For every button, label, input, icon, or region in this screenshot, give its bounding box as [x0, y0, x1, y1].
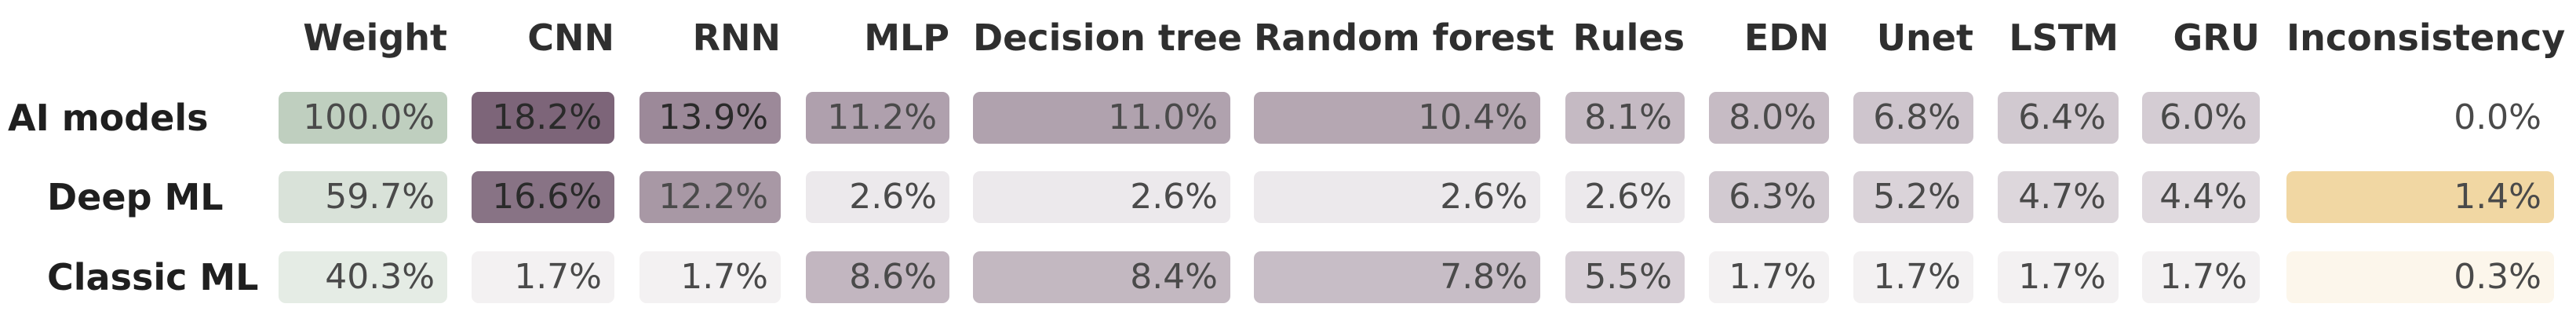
column-header-unet: Unet: [1876, 16, 1973, 59]
cell-classic-ml-cnn: 1.7%: [472, 251, 614, 303]
row-label-deep-ml: Deep ML: [47, 176, 224, 218]
cell-ai-models-edn: 8.0%: [1709, 92, 1829, 144]
cell-ai-models-gru: 6.0%: [2142, 92, 2260, 144]
cell-classic-ml-mlp: 8.6%: [806, 251, 949, 303]
cell-classic-ml-edn: 1.7%: [1709, 251, 1829, 303]
cell-ai-models-lstm: 6.4%: [1998, 92, 2119, 144]
column-header-gru: GRU: [2173, 16, 2260, 59]
column-header-rnn: RNN: [692, 16, 781, 59]
cell-deep-ml-edn: 6.3%: [1709, 171, 1829, 223]
cell-ai-models-cnn: 18.2%: [472, 92, 614, 144]
cell-deep-ml-rules: 2.6%: [1565, 171, 1685, 223]
cell-deep-ml-inconsistency: 1.4%: [2286, 171, 2554, 223]
cell-deep-ml-gru: 4.4%: [2142, 171, 2260, 223]
cell-ai-models-random-forest: 10.4%: [1254, 92, 1540, 144]
cell-deep-ml-random-forest: 2.6%: [1254, 171, 1540, 223]
cell-classic-ml-rnn: 1.7%: [639, 251, 781, 303]
cell-ai-models-inconsistency: 0.0%: [2286, 92, 2554, 144]
column-header-rules: Rules: [1572, 16, 1685, 59]
cell-classic-ml-decision-tree: 8.4%: [973, 251, 1230, 303]
cell-deep-ml-mlp: 2.6%: [806, 171, 949, 223]
cell-ai-models-rnn: 13.9%: [639, 92, 781, 144]
column-header-random-forest: Random forest: [1254, 16, 1554, 59]
cell-deep-ml-rnn: 12.2%: [639, 171, 781, 223]
cell-classic-ml-gru: 1.7%: [2142, 251, 2260, 303]
row-label-classic-ml: Classic ML: [47, 256, 259, 298]
cell-deep-ml-lstm: 4.7%: [1998, 171, 2119, 223]
cell-deep-ml-weight: 59.7%: [279, 171, 447, 223]
column-header-cnn: CNN: [527, 16, 614, 59]
cell-ai-models-unet: 6.8%: [1853, 92, 1973, 144]
cell-classic-ml-rules: 5.5%: [1565, 251, 1685, 303]
column-header-inconsistency: Inconsistency: [2286, 16, 2566, 59]
cell-classic-ml-weight: 40.3%: [279, 251, 447, 303]
cell-deep-ml-decision-tree: 2.6%: [973, 171, 1230, 223]
column-header-lstm: LSTM: [2009, 16, 2119, 59]
column-header-mlp: MLP: [864, 16, 949, 59]
cell-classic-ml-unet: 1.7%: [1853, 251, 1973, 303]
cell-ai-models-rules: 8.1%: [1565, 92, 1685, 144]
cell-ai-models-mlp: 11.2%: [806, 92, 949, 144]
cell-classic-ml-inconsistency: 0.3%: [2286, 251, 2554, 303]
cell-deep-ml-cnn: 16.6%: [472, 171, 614, 223]
row-label-ai-models: AI models: [8, 97, 209, 139]
column-header-decision-tree: Decision tree: [973, 16, 1243, 59]
cell-classic-ml-lstm: 1.7%: [1998, 251, 2119, 303]
cell-ai-models-weight: 100.0%: [279, 92, 447, 144]
cell-classic-ml-random-forest: 7.8%: [1254, 251, 1540, 303]
cell-ai-models-decision-tree: 11.0%: [973, 92, 1230, 144]
column-header-weight: Weight: [303, 16, 447, 59]
cell-deep-ml-unet: 5.2%: [1853, 171, 1973, 223]
column-header-edn: EDN: [1743, 16, 1829, 59]
